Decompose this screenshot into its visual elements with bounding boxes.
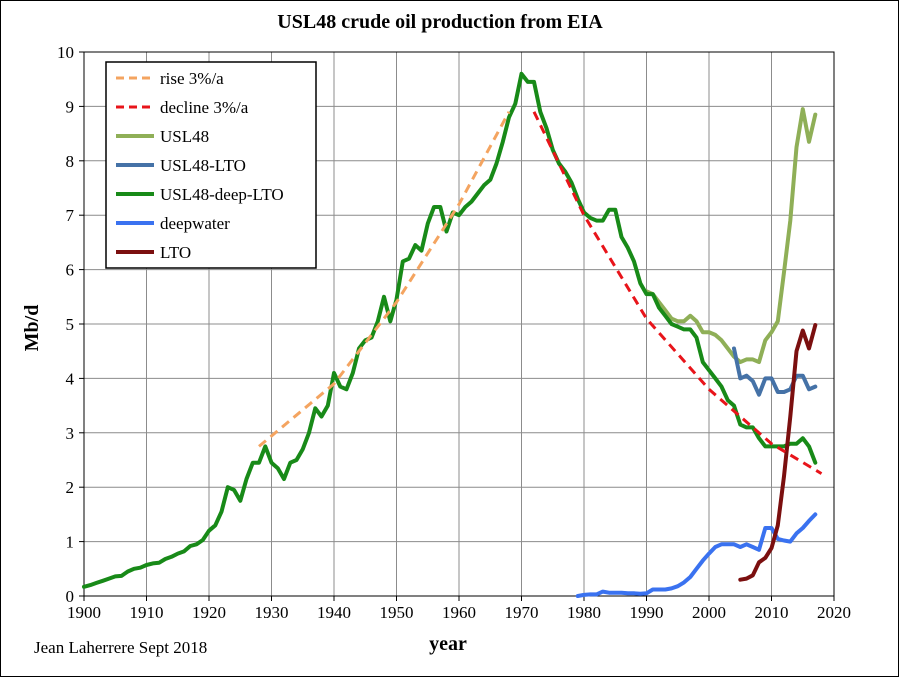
y-tick-label: 2 <box>66 478 75 497</box>
y-tick-label: 8 <box>66 152 75 171</box>
x-tick-label: 1970 <box>505 603 539 622</box>
x-tick-label: 1990 <box>630 603 664 622</box>
legend-entry: USL48 <box>160 127 209 146</box>
credit-text: Jean Laherrere Sept 2018 <box>34 638 207 657</box>
y-tick-label: 10 <box>57 43 74 62</box>
series-line-rise-3-a <box>258 111 511 448</box>
x-axis-label: year <box>429 633 467 655</box>
y-tick-label: 1 <box>66 533 75 552</box>
x-tick-label: 2000 <box>692 603 726 622</box>
y-tick-label: 4 <box>66 369 75 388</box>
y-tick-label: 0 <box>66 587 75 606</box>
y-axis-ticks: 0 1 2 3 4 5 6 7 8 9 10 <box>57 43 84 606</box>
series-line-usl48-deep-lto <box>82 71 818 589</box>
legend-entry: decline 3%/a <box>160 98 249 117</box>
legend-entry: USL48-LTO <box>160 156 246 175</box>
x-tick-label: 1930 <box>255 603 289 622</box>
legend-entry: LTO <box>160 243 191 262</box>
series-line-usl48-lto <box>732 346 818 397</box>
x-tick-label: 1950 <box>380 603 414 622</box>
series-line-usl48 <box>644 107 818 365</box>
series-layer <box>82 71 823 598</box>
x-tick-label: 1940 <box>317 603 351 622</box>
legend-entry: rise 3%/a <box>160 69 224 88</box>
x-tick-label: 2010 <box>755 603 789 622</box>
y-axis-label: Mb/d <box>21 305 43 352</box>
y-tick-label: 7 <box>66 206 75 225</box>
x-axis-ticks: 1900 1910 1920 1930 1940 1950 1960 1970 1980 1990… <box>67 596 851 622</box>
legend: rise 3%/a decline 3%/a USL48 USL48-LTO USL48… <box>105 61 317 269</box>
x-tick-label: 1900 <box>67 603 101 622</box>
y-tick-label: 5 <box>66 315 75 334</box>
x-tick-label: 1920 <box>192 603 226 622</box>
series-line-deepwater <box>575 512 818 598</box>
series-line-lto <box>738 323 818 582</box>
x-tick-label: 1910 <box>130 603 164 622</box>
legend-entry: deepwater <box>160 214 230 233</box>
series-line-decline-3-a <box>532 111 823 475</box>
y-tick-label: 3 <box>66 424 75 443</box>
x-tick-label: 2020 <box>817 603 851 622</box>
x-tick-label: 1980 <box>567 603 601 622</box>
chart-title: USL48 crude oil production from EIA <box>277 11 603 33</box>
y-tick-label: 9 <box>66 97 75 116</box>
x-tick-label: 1960 <box>442 603 476 622</box>
legend-entry: USL48-deep-LTO <box>160 185 284 204</box>
y-tick-label: 6 <box>66 261 75 280</box>
